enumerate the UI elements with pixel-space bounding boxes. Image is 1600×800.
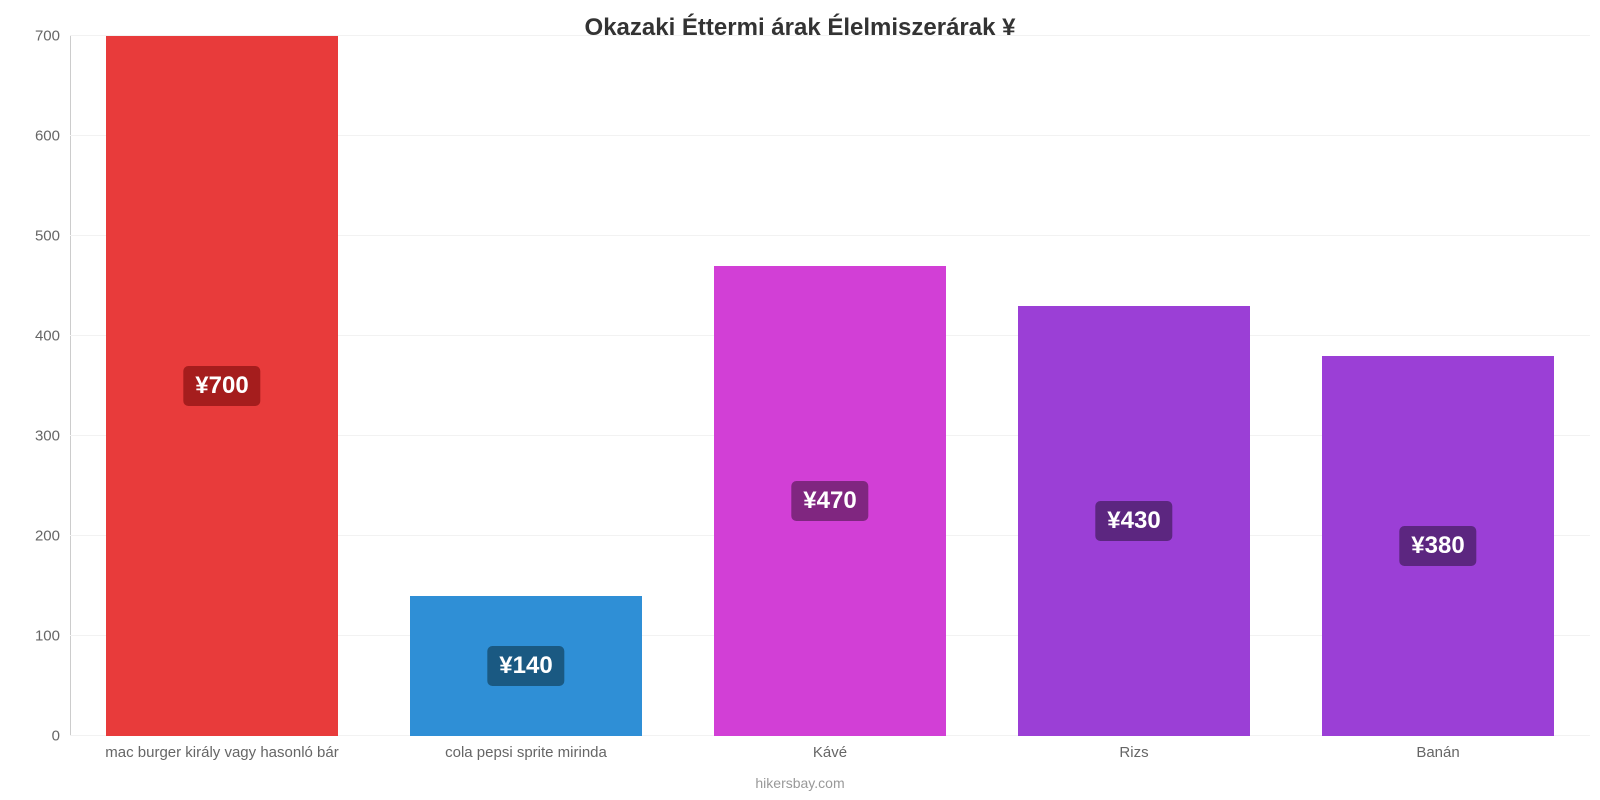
bar-slot: ¥140cola pepsi sprite mirinda xyxy=(374,36,678,736)
x-category-label: cola pepsi sprite mirinda xyxy=(374,744,678,761)
y-tick-label: 100 xyxy=(35,628,60,645)
value-badge: ¥140 xyxy=(487,646,564,686)
y-tick-label: 500 xyxy=(35,228,60,245)
value-badge: ¥430 xyxy=(1095,501,1172,541)
y-tick-label: 300 xyxy=(35,428,60,445)
bar-slot: ¥430Rizs xyxy=(982,36,1286,736)
x-category-label: mac burger király vagy hasonló bár xyxy=(70,744,374,761)
y-tick-label: 600 xyxy=(35,128,60,145)
x-category-label: Kávé xyxy=(678,744,982,761)
plot-area: 0100200300400500600700¥700mac burger kir… xyxy=(70,36,1590,736)
y-tick-label: 0 xyxy=(52,728,60,745)
value-badge: ¥380 xyxy=(1399,526,1476,566)
bar-slot: ¥470Kávé xyxy=(678,36,982,736)
bar-slot: ¥700mac burger király vagy hasonló bár xyxy=(70,36,374,736)
bar-slot: ¥380Banán xyxy=(1286,36,1590,736)
x-category-label: Rizs xyxy=(982,744,1286,761)
x-category-label: Banán xyxy=(1286,744,1590,761)
value-badge: ¥700 xyxy=(183,366,260,406)
y-tick-label: 700 xyxy=(35,28,60,45)
chart-credit: hikersbay.com xyxy=(0,775,1600,791)
price-bar-chart: Okazaki Éttermi árak Élelmiszerárak ¥ 01… xyxy=(0,0,1600,800)
value-badge: ¥470 xyxy=(791,481,868,521)
y-tick-label: 200 xyxy=(35,528,60,545)
y-tick-label: 400 xyxy=(35,328,60,345)
